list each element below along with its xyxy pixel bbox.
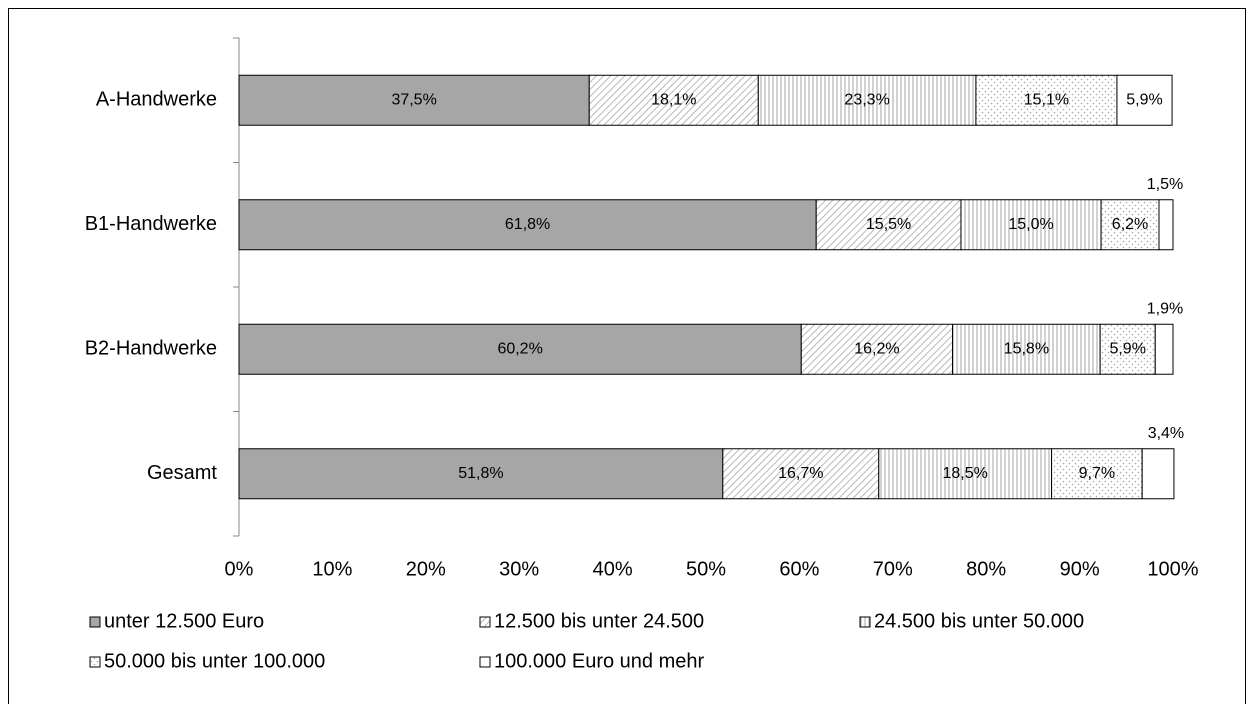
bar-segment (1154, 323, 1174, 375)
x-tick-label: 60% (779, 558, 819, 580)
bar-segment (1158, 199, 1174, 251)
legend-label: 12.500 bis unter 24.500 (494, 610, 704, 632)
y-tick-label: A-Handwerke (96, 89, 217, 111)
bar-segment (757, 74, 977, 126)
bar-segment (975, 74, 1118, 126)
x-tick-label: 10% (312, 558, 352, 580)
frame (8, 8, 1246, 704)
x-tick-label: 80% (966, 558, 1006, 580)
y-tick-label: B1-Handwerke (85, 213, 217, 235)
x-tick-label: 40% (593, 558, 633, 580)
data-label: 3,4% (1148, 425, 1184, 442)
data-label: 15,1% (1024, 91, 1069, 108)
x-tick-label: 50% (686, 558, 726, 580)
bar-segment (1116, 74, 1173, 126)
data-label: 16,7% (778, 465, 823, 482)
data-label: 15,8% (1004, 340, 1049, 357)
x-tick-label: 30% (499, 558, 539, 580)
x-tick-label: 0% (225, 558, 254, 580)
bar-segment (878, 448, 1053, 500)
legend-swatch (479, 656, 491, 668)
bar-segment (588, 74, 759, 126)
bar-segment (1141, 448, 1175, 500)
bar-segment (238, 199, 817, 251)
data-label: 37,5% (391, 91, 436, 108)
data-label: 1,5% (1147, 176, 1183, 193)
data-label: 60,2% (497, 340, 542, 357)
legend-swatch (89, 616, 101, 628)
bar-segment (1099, 323, 1156, 375)
bar-segment (1100, 199, 1160, 251)
data-label: 6,2% (1112, 216, 1148, 233)
legend-swatch (479, 616, 491, 628)
data-label: 18,1% (651, 91, 696, 108)
bar-segment (1051, 448, 1143, 500)
data-label: 51,8% (458, 465, 503, 482)
bar-segment (722, 448, 880, 500)
legend-swatch (859, 616, 871, 628)
legend-label: 24.500 bis unter 50.000 (874, 610, 1084, 632)
y-tick-label: B2-Handwerke (85, 338, 217, 360)
data-label: 16,2% (854, 340, 899, 357)
x-tick-label: 100% (1147, 558, 1198, 580)
legend-label: 50.000 bis unter 100.000 (104, 650, 325, 672)
bar-segment (238, 74, 590, 126)
data-label: 5,9% (1126, 91, 1162, 108)
legend-swatch (89, 656, 101, 668)
legend-label: unter 12.500 Euro (104, 610, 264, 632)
x-tick-label: 20% (406, 558, 446, 580)
x-tick-label: 90% (1060, 558, 1100, 580)
bar-segment (952, 323, 1101, 375)
legend-label: 100.000 Euro und mehr (494, 650, 704, 672)
data-label: 61,8% (505, 216, 550, 233)
bar-segment (238, 448, 724, 500)
data-label: 9,7% (1079, 465, 1115, 482)
x-tick-label: 70% (873, 558, 913, 580)
data-label: 23,3% (844, 91, 889, 108)
data-label: 18,5% (942, 465, 987, 482)
data-label: 15,5% (866, 216, 911, 233)
data-label: 5,9% (1109, 340, 1145, 357)
data-label: 1,9% (1147, 300, 1183, 317)
y-tick-label: Gesamt (147, 462, 217, 484)
bar-segment (800, 323, 954, 375)
data-label: 15,0% (1008, 216, 1053, 233)
